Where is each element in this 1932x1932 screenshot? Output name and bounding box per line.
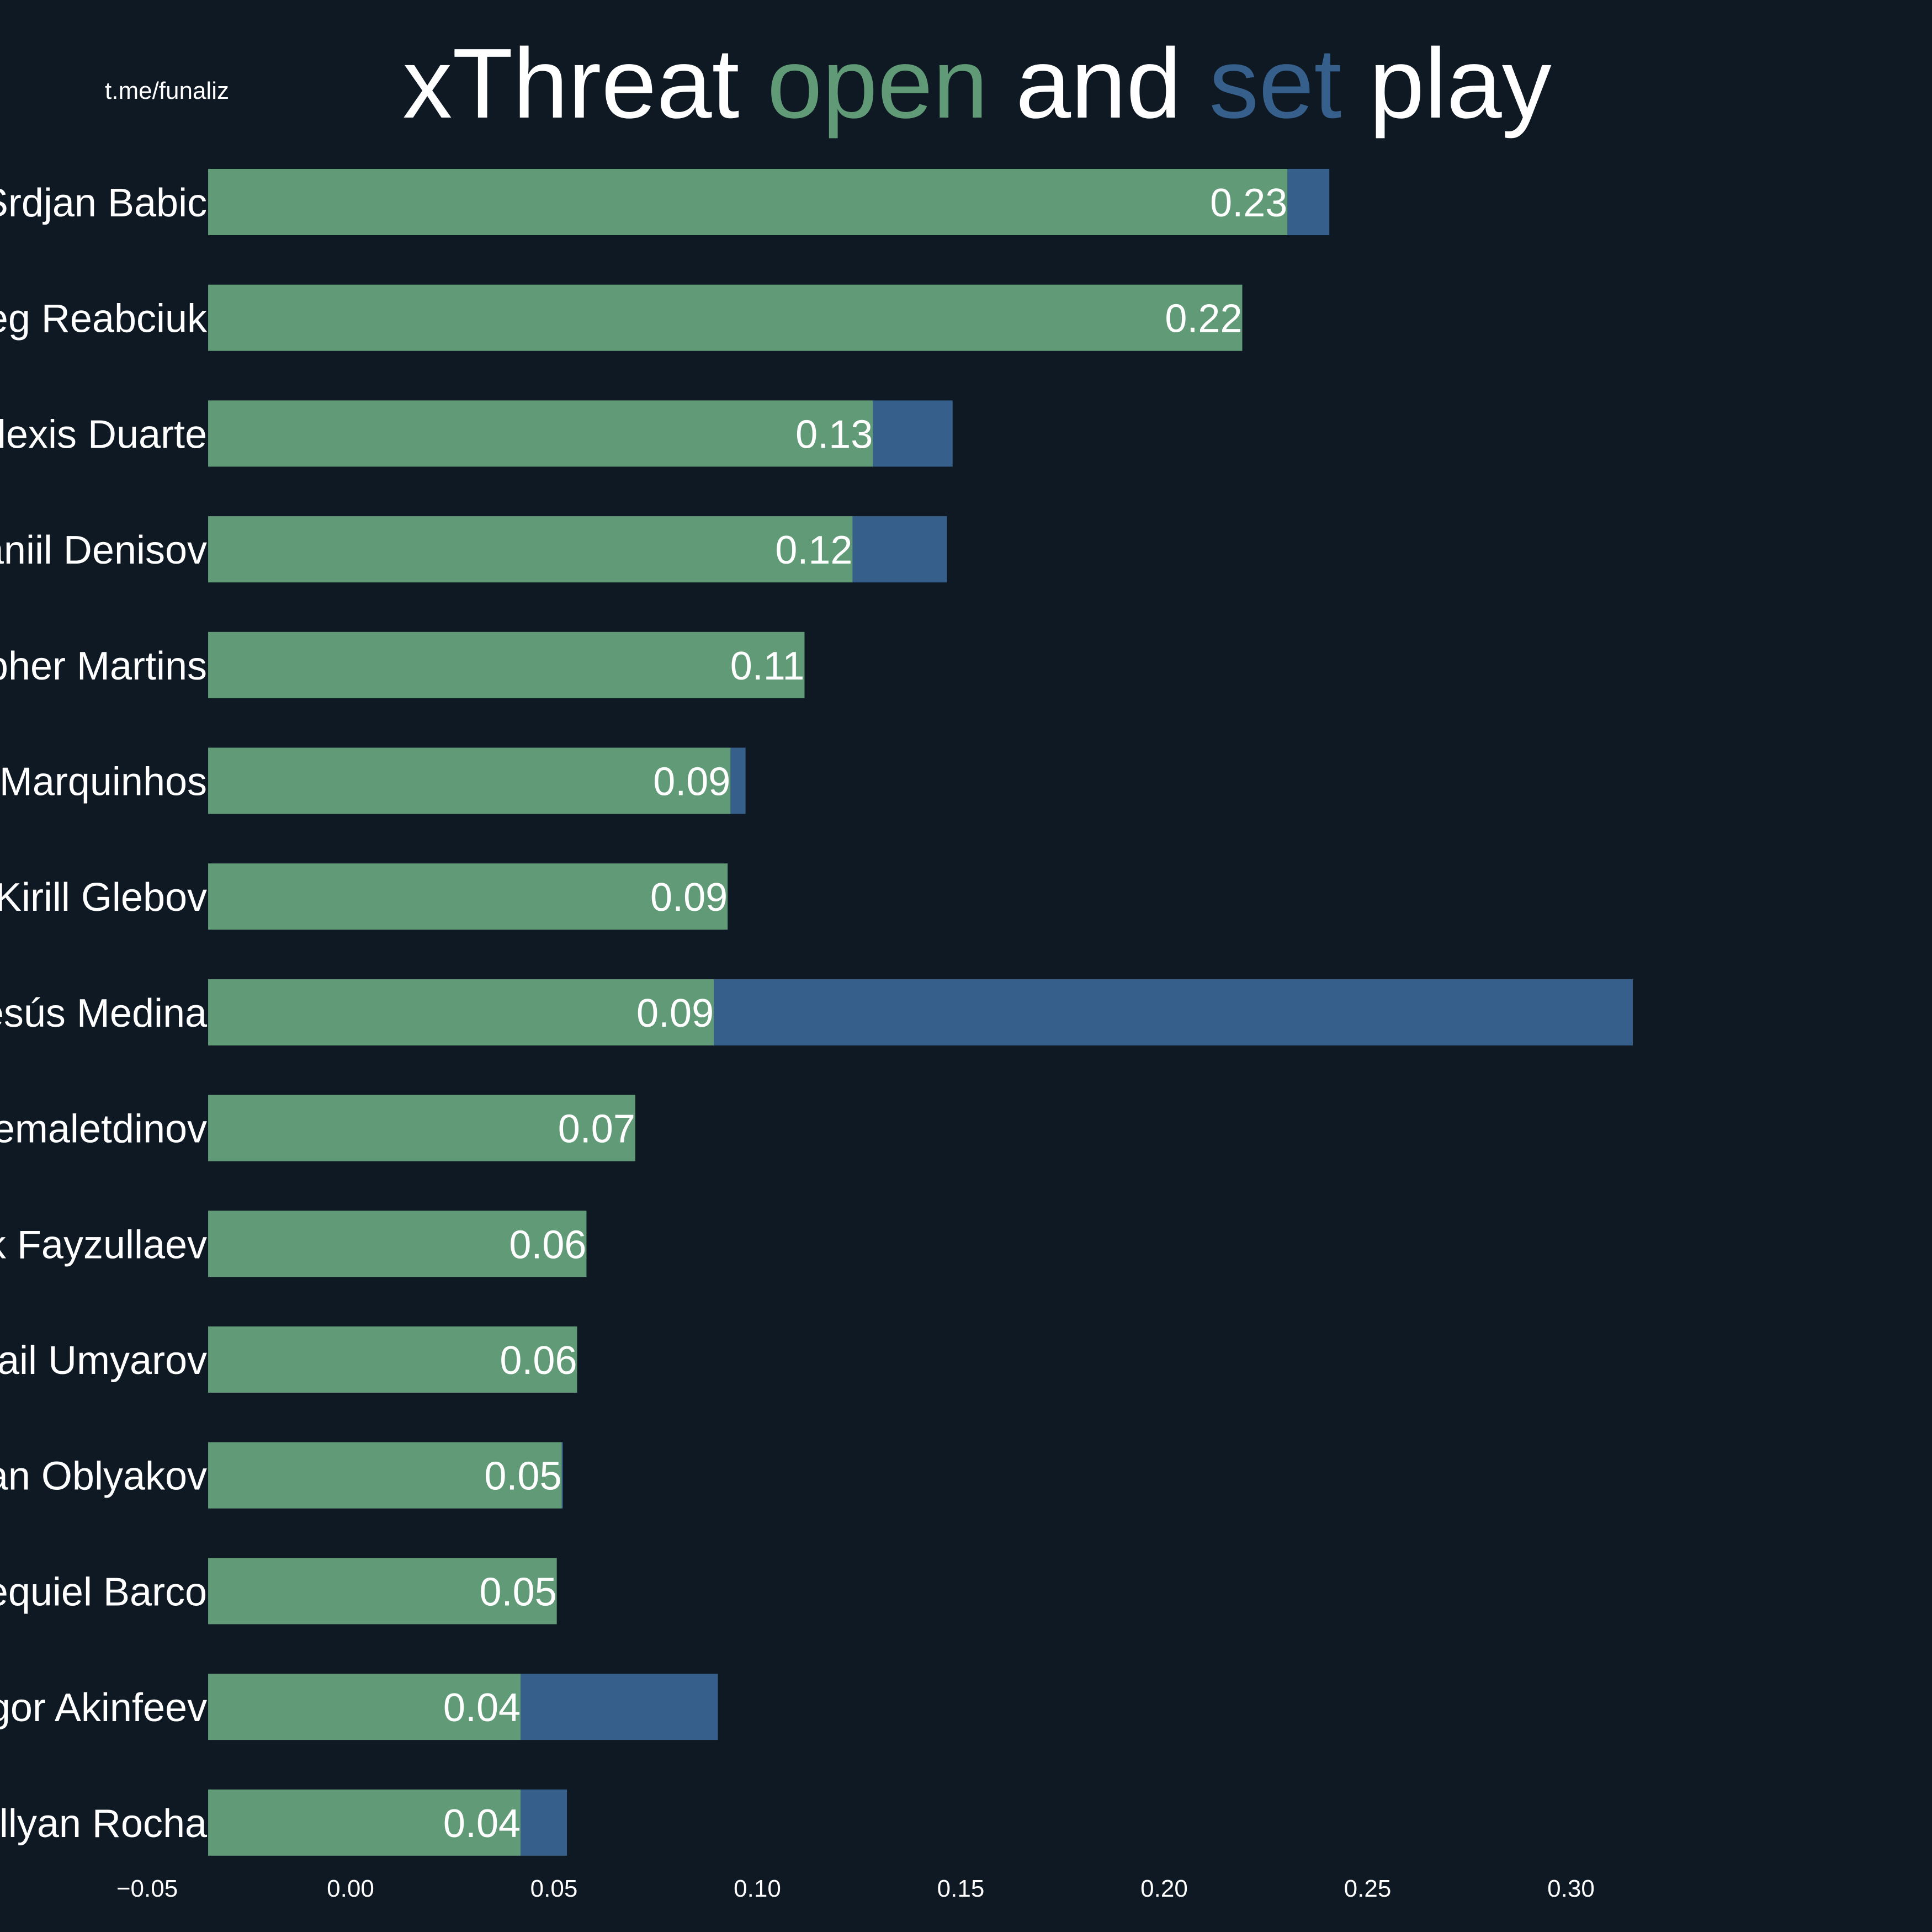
open-value-label: 0.23	[1210, 181, 1287, 225]
bars-layer	[208, 169, 1633, 1856]
player-label: Abbosbek Fayzullaev	[0, 1223, 207, 1267]
open-play-bar	[208, 1442, 562, 1509]
open-play-bar	[208, 863, 728, 930]
chart-title: xThreat open and set play	[0, 23, 1932, 145]
open-play-bar	[208, 631, 805, 698]
open-value-label: 0.09	[653, 760, 730, 804]
x-tick-label: 0.20	[1140, 1875, 1188, 1902]
player-label: Nail Umyarov	[0, 1339, 207, 1383]
x-tick-label: 0.10	[734, 1875, 781, 1902]
open-value-label: 0.06	[509, 1223, 586, 1267]
player-label: Jesús Medina	[0, 991, 208, 1036]
open-play-bar	[208, 1095, 635, 1161]
x-tick-label: 0.25	[1344, 1875, 1392, 1902]
open-value-label: 0.09	[636, 991, 714, 1036]
player-label: Ivan Oblyakov	[0, 1455, 207, 1499]
open-play-bar	[208, 284, 1243, 351]
set-play-bar	[714, 979, 1633, 1045]
set-play-bar	[1287, 169, 1330, 235]
player-label: Marquinhos	[0, 760, 207, 804]
value-labels-layer: 0.23 0.22 0.13 0.12 0.11 0.09 0.09 0.09 0.07 0.06…	[443, 181, 1287, 1846]
x-tick-label: −0.05	[116, 1875, 178, 1902]
open-play-bar	[208, 979, 714, 1045]
player-labels-layer: Srdjan Babic Oleg Reabciuk Alexis Duarte Da…	[0, 181, 208, 1846]
x-tick-label: 0.15	[937, 1875, 985, 1902]
set-play-bar	[730, 747, 746, 814]
set-play-bar	[521, 1789, 567, 1856]
open-value-label: 0.22	[1165, 297, 1242, 341]
title-prefix: xThreat	[402, 28, 767, 139]
open-play-bar	[208, 169, 1288, 235]
x-axis-ticks-layer: −0.05 0.00 0.05 0.10 0.15 0.20 0.25 0.30	[116, 1875, 1595, 1902]
title-set-word: set	[1209, 28, 1342, 139]
open-value-label: 0.04	[443, 1802, 521, 1846]
title-middle: and	[988, 28, 1209, 139]
player-label: Alexis Duarte	[0, 412, 207, 457]
set-play-bar	[521, 1674, 718, 1740]
player-label: Esequiel Barco	[0, 1570, 207, 1614]
player-label: Willyan Rocha	[0, 1802, 208, 1846]
x-tick-label: 0.00	[327, 1875, 374, 1902]
title-suffix: play	[1341, 28, 1552, 139]
player-label: Oleg Reabciuk	[0, 297, 208, 341]
open-play-bar	[208, 1211, 587, 1277]
player-label: Christopher Martins	[0, 644, 207, 688]
open-value-label: 0.05	[484, 1455, 561, 1499]
open-value-label: 0.12	[775, 528, 852, 572]
x-tick-label: 0.30	[1547, 1875, 1595, 1902]
set-play-bar	[873, 400, 953, 467]
player-label: Kirill Glebov	[0, 875, 207, 920]
open-value-label: 0.06	[500, 1339, 577, 1383]
open-value-label: 0.13	[795, 412, 873, 457]
open-play-bar	[208, 1326, 577, 1393]
open-value-label: 0.05	[480, 1570, 557, 1614]
open-play-bar	[208, 1789, 521, 1856]
open-play-bar	[208, 747, 731, 814]
open-value-label: 0.09	[650, 875, 728, 920]
set-play-bar	[561, 1442, 563, 1509]
player-label: Rifat Zhemaletdinov	[0, 1107, 207, 1151]
x-tick-label: 0.05	[530, 1875, 578, 1902]
open-value-label: 0.11	[730, 644, 805, 688]
open-play-bar	[208, 400, 873, 467]
open-value-label: 0.04	[443, 1686, 521, 1730]
open-play-bar	[208, 1558, 557, 1625]
open-value-label: 0.07	[558, 1107, 635, 1151]
open-play-bar	[208, 1674, 521, 1740]
player-label: Daniil Denisov	[0, 528, 207, 572]
open-play-bar	[208, 516, 853, 583]
title-open-word: open	[767, 28, 988, 139]
watermark: t.me/funaliz	[105, 77, 229, 104]
player-label: Srdjan Babic	[0, 181, 207, 225]
player-label: Igor Akinfeev	[0, 1686, 207, 1730]
set-play-bar	[852, 516, 947, 583]
